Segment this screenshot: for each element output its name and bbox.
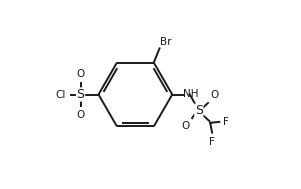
Text: S: S [76, 88, 85, 101]
Text: F: F [223, 117, 229, 127]
Text: O: O [76, 110, 85, 120]
Text: O: O [76, 69, 85, 79]
Text: O: O [181, 121, 189, 131]
Text: NH: NH [183, 89, 198, 99]
Text: Cl: Cl [55, 90, 66, 99]
Text: S: S [195, 104, 203, 117]
Text: O: O [210, 90, 219, 100]
Text: Br: Br [160, 37, 172, 47]
Text: F: F [209, 137, 215, 147]
